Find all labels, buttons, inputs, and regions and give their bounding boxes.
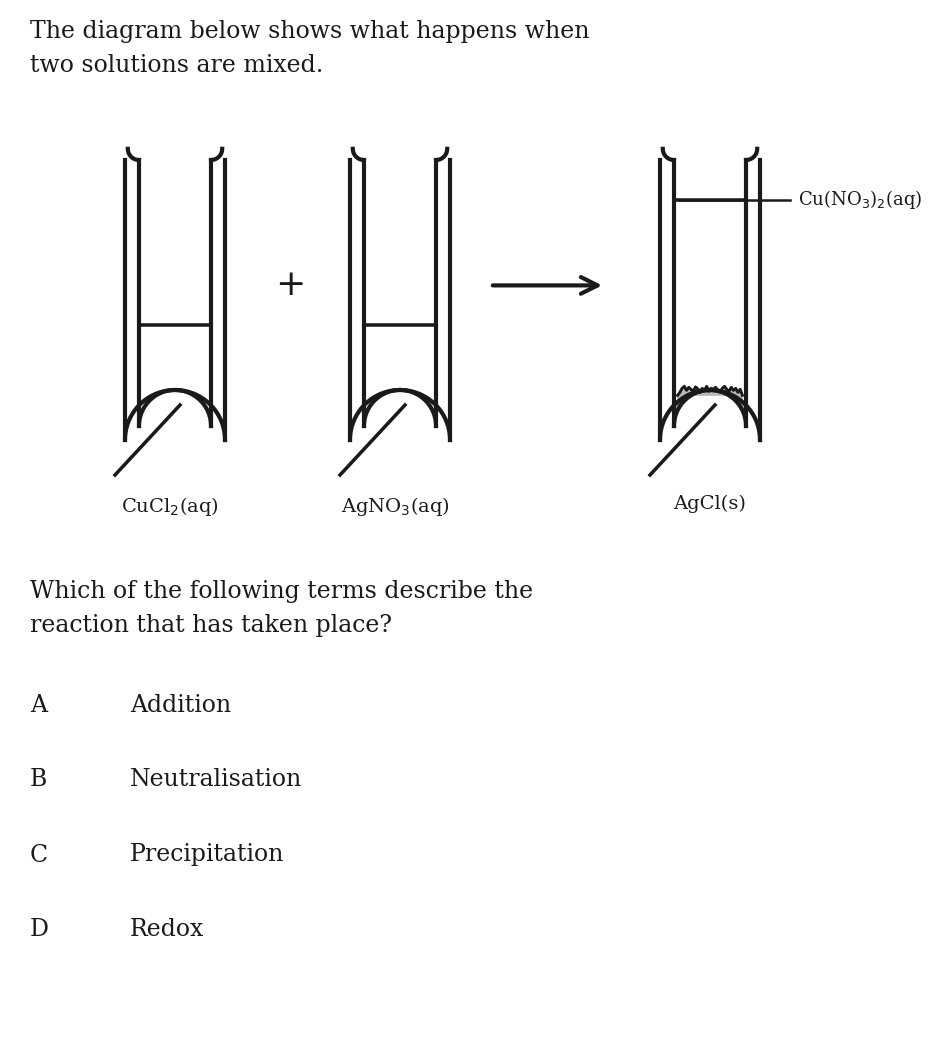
Text: Which of the following terms describe the
reaction that has taken place?: Which of the following terms describe th…: [30, 580, 533, 636]
Text: CuCl$_2$(aq): CuCl$_2$(aq): [121, 495, 219, 518]
Text: D: D: [30, 919, 49, 942]
Polygon shape: [139, 324, 211, 426]
Text: B: B: [30, 769, 47, 792]
Polygon shape: [674, 200, 746, 426]
Text: C: C: [30, 843, 48, 866]
Text: +: +: [275, 269, 305, 302]
Polygon shape: [125, 160, 225, 440]
Text: Addition: Addition: [130, 693, 231, 716]
Text: AgNO$_3$(aq): AgNO$_3$(aq): [340, 495, 449, 518]
Text: The diagram below shows what happens when
two solutions are mixed.: The diagram below shows what happens whe…: [30, 20, 590, 77]
Text: Redox: Redox: [130, 919, 204, 942]
Polygon shape: [660, 160, 760, 440]
Text: AgCl(s): AgCl(s): [674, 495, 746, 513]
Text: Neutralisation: Neutralisation: [130, 769, 302, 792]
Polygon shape: [350, 160, 450, 440]
Text: Precipitation: Precipitation: [130, 843, 284, 866]
Text: Cu(NO$_3$)$_2$(aq): Cu(NO$_3$)$_2$(aq): [798, 188, 922, 211]
Polygon shape: [364, 324, 436, 426]
Text: A: A: [30, 693, 47, 716]
Polygon shape: [674, 386, 746, 426]
